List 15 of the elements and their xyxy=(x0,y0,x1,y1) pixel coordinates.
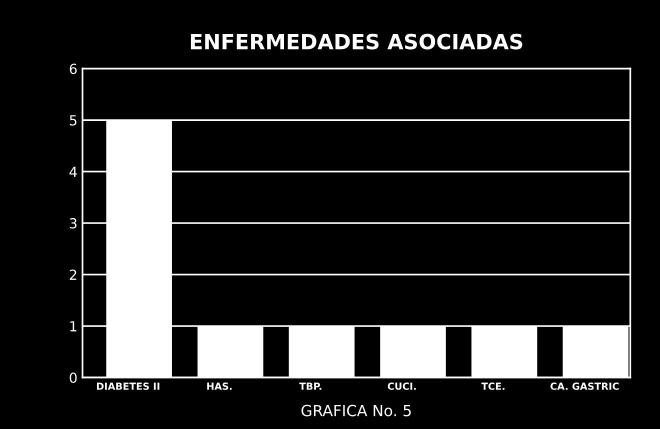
text: GRAFICA No. 5 xyxy=(302,404,411,416)
y-tick-label: 6 xyxy=(70,64,77,74)
x-tick-label: DIABETES II xyxy=(96,382,160,390)
y-tick-label: 4 xyxy=(69,166,77,177)
y-tick-label: 5 xyxy=(70,115,76,126)
x-tick-label: TCE. xyxy=(481,382,504,390)
y-tick-label: 0 xyxy=(70,372,77,383)
chart-title: ENFERMEDADES ASOCIADAS xyxy=(190,34,522,50)
y-tick-label: 3 xyxy=(70,218,77,229)
x-tick-label: HAS. xyxy=(207,382,232,390)
x-tick-label: TBP. xyxy=(299,382,322,390)
y-tick-label: 1 xyxy=(70,321,76,332)
y-tick-label: 2 xyxy=(70,270,76,280)
x-tick-label: CA. GASTRIC xyxy=(550,382,619,390)
x-tick-label: CUCI. xyxy=(388,382,416,390)
